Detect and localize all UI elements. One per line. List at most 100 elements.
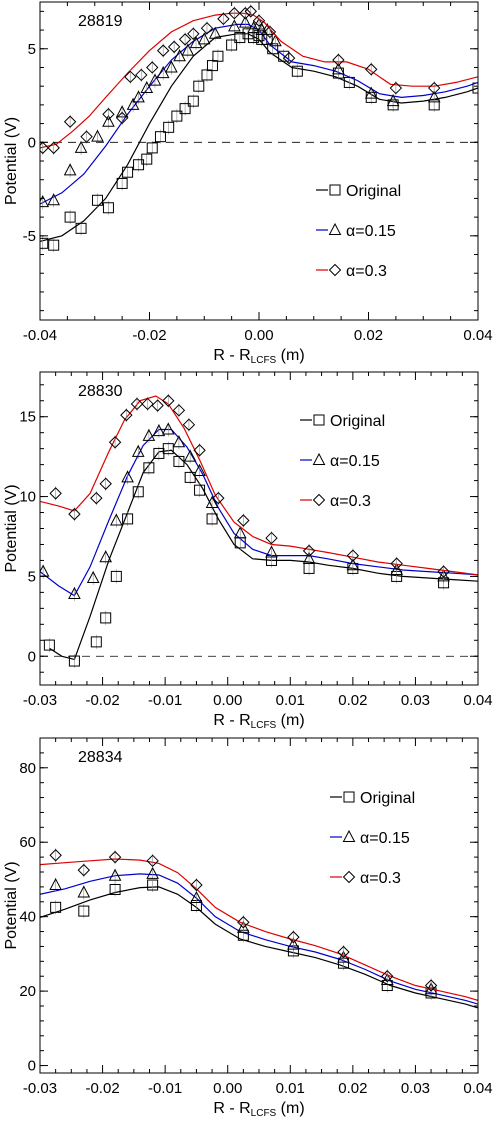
data-point-alpha-0-15 [165, 60, 178, 73]
x-axis-label-unit: (m) [276, 1100, 304, 1117]
legend-marker-alpha-0-15 [328, 222, 342, 235]
x-tick-label: -0.04 [23, 327, 57, 344]
legend: Original α=0.15 α=0.3 [300, 413, 385, 510]
data-point-original [234, 32, 246, 44]
data-point-alpha-0-3 [99, 477, 112, 490]
x-tick-label: -0.03 [23, 1080, 57, 1097]
data-point-alpha-0-3 [200, 21, 214, 35]
data-point-original [75, 222, 87, 234]
data-point-alpha-0-3 [390, 557, 403, 570]
y-axis-label: Potential (V) [3, 117, 20, 205]
data-point-original [212, 50, 224, 62]
chart-panel-1: -0.04 -0.02 0.00 0.02 0.04 -5 0 5 Potential (V) R… [3, 1, 493, 366]
data-point-alpha-0-15 [247, 21, 260, 34]
y-tick-label: 0 [28, 1058, 36, 1075]
data-point-original [267, 43, 279, 55]
data-point-alpha-0-3 [190, 878, 203, 892]
legend: Original α=0.15 α=0.3 [330, 790, 415, 887]
data-point-alpha-0-3 [49, 487, 62, 500]
data-point-alpha-0-3 [365, 63, 378, 76]
data-point-original [110, 570, 122, 582]
data-point-alpha-0-3 [265, 531, 278, 545]
data-point-alpha-0-15 [193, 463, 206, 477]
x-tick-label: 0.00 [213, 1080, 242, 1097]
data-point-alpha-0-15 [121, 470, 134, 483]
data-point-alpha-0-3 [217, 12, 230, 26]
legend-marker-alpha-0-15 [342, 829, 356, 842]
data-point-alpha-0-15 [228, 19, 241, 32]
data-point-alpha-0-15 [68, 586, 81, 599]
x-axis-label-subscript: LCFS [251, 720, 277, 731]
data-point-original [171, 110, 183, 122]
x-axis-label-subscript: LCFS [251, 355, 277, 366]
x-tick-label: 0.04 [463, 1080, 492, 1097]
data-point-alpha-0-3 [47, 141, 60, 155]
plot-area [40, 393, 478, 669]
data-point-alpha-0-3 [424, 979, 438, 992]
chart-panel-2: -0.03 -0.02 -0.01 0.00 0.01 0.02 0.03 0.04 0 5 10 1… [3, 371, 493, 731]
plot-area [40, 4, 478, 253]
data-point-alpha-0-3 [287, 930, 300, 944]
chart-panel-3: -0.03 -0.02 -0.01 0.00 0.01 0.02 0.03 0.04 0 20 40… [3, 737, 493, 1119]
y-axis-label: Potential (V) [3, 484, 20, 572]
series-line-original [40, 886, 478, 1009]
data-point-original [102, 202, 114, 214]
data-point-alpha-0-3 [263, 25, 277, 39]
data-point-original [184, 471, 196, 483]
data-point-alpha-0-3 [108, 436, 122, 449]
series-line-alpha-0-15 [40, 428, 478, 597]
legend: Original α=0.15 α=0.3 [316, 183, 401, 280]
data-point-original [40, 237, 49, 249]
data-point-original [173, 455, 185, 467]
data-point-alpha-0-3 [282, 51, 296, 65]
data-point-alpha-0-3 [381, 970, 394, 983]
data-point-alpha-0-3 [237, 916, 250, 929]
data-point-alpha-0-3 [332, 53, 345, 67]
legend-marker-original [343, 791, 355, 803]
data-point-alpha-0-15 [91, 129, 104, 142]
x-axis-label-subscript: LCFS [251, 1108, 277, 1119]
data-point-alpha-0-15 [152, 424, 166, 437]
data-point-alpha-0-15 [102, 114, 115, 127]
data-point-alpha-0-15 [183, 449, 197, 462]
y-tick-label: 0 [28, 648, 36, 665]
x-tick-label: -0.02 [132, 327, 166, 344]
x-axis-label-unit: (m) [276, 347, 304, 364]
data-point-original [43, 639, 55, 651]
x-tick-label: 0.01 [276, 692, 305, 709]
x-tick-label: 0.02 [338, 1080, 367, 1097]
x-tick-label: 0.00 [244, 327, 273, 344]
legend-label-alpha-0-15: α=0.15 [330, 453, 380, 470]
data-point-alpha-0-15 [233, 526, 247, 539]
data-point-alpha-0-3 [49, 849, 62, 862]
data-point-alpha-0-3 [178, 33, 192, 46]
data-point-alpha-0-15 [302, 551, 316, 564]
shot-number-label: 28830 [78, 383, 123, 400]
x-axis-label-main: R - R [213, 712, 250, 729]
data-point-original [64, 211, 76, 223]
data-point-original [226, 39, 238, 51]
y-tick-label: 5 [28, 41, 36, 58]
data-point-alpha-0-15 [74, 140, 88, 153]
x-tick-label: 0.03 [401, 692, 430, 709]
series-line-alpha-0-3 [40, 858, 478, 1001]
data-point-alpha-0-15 [197, 32, 211, 45]
data-point-alpha-0-15 [172, 435, 186, 448]
data-point-alpha-0-15 [332, 62, 345, 75]
data-point-alpha-0-3 [124, 70, 137, 84]
data-point-original [193, 80, 205, 92]
legend-label-original: Original [360, 790, 415, 807]
data-point-alpha-0-15 [189, 36, 203, 49]
data-point-original [206, 513, 218, 525]
series-line-alpha-0-3 [40, 395, 478, 576]
data-point-alpha-0-15 [390, 562, 403, 576]
data-point-alpha-0-3 [193, 444, 206, 457]
data-point-alpha-0-15 [40, 195, 50, 208]
legend-marker-alpha-0-3 [312, 493, 326, 507]
data-point-original [90, 636, 102, 648]
data-point-original [100, 612, 112, 624]
legend-label-alpha-0-15: α=0.15 [346, 223, 396, 240]
data-point-alpha-0-3 [40, 141, 49, 155]
shot-number-label: 28834 [78, 749, 123, 766]
